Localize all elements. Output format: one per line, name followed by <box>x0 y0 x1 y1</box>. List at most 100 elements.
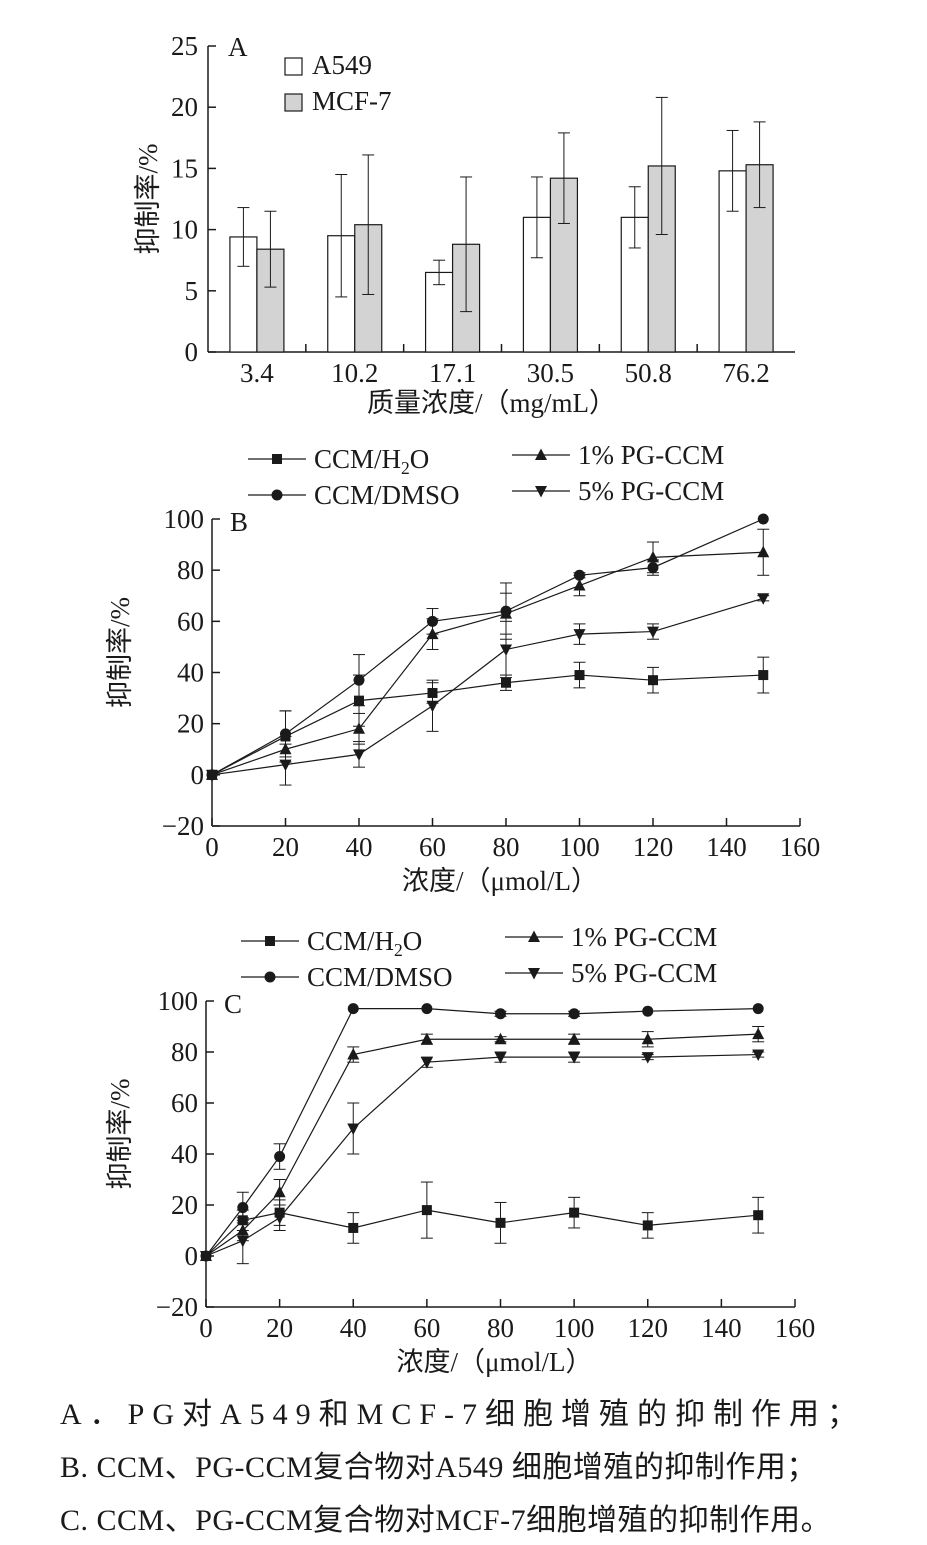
data-point-ccm-dmso <box>757 513 769 525</box>
x-axis-label: 质量浓度/（mg/mL） <box>367 388 616 418</box>
data-point-ccm-h2o <box>495 1217 506 1228</box>
legend-label: 5% PG-CCM <box>571 958 717 988</box>
y-axis-label: 抑制率/% <box>105 597 135 708</box>
y-tick-label: −20 <box>156 1292 198 1322</box>
y-axis-label: 抑制率/% <box>133 144 163 255</box>
series-line-ccm-dmso <box>211 518 764 776</box>
data-point-ccm-h2o <box>753 1210 764 1221</box>
x-tick-label: 60 <box>419 832 446 862</box>
data-point-5-pg-ccm <box>353 749 365 761</box>
caption-c: C. CCM、PG-CCM复合物对MCF-7细胞增殖的抑制作用。 <box>60 1504 832 1537</box>
legend-label: CCM/H2O <box>314 444 429 478</box>
data-point-ccm-h2o <box>569 1207 580 1218</box>
x-tick-label: 0 <box>205 832 219 862</box>
legend-marker <box>535 486 547 498</box>
data-point-ccm-h2o <box>648 675 658 686</box>
x-axis-label: 浓度/（μmol/L） <box>397 1347 593 1377</box>
y-tick-label: 100 <box>158 986 199 1016</box>
x-tick-label: 30.5 <box>527 358 574 388</box>
data-point-1-pg-ccm <box>647 550 659 563</box>
x-tick-label: 140 <box>706 832 747 862</box>
y-tick-label: 20 <box>177 709 204 739</box>
data-point-5-pg-ccm <box>200 1251 212 1263</box>
data-point-1-pg-ccm <box>500 607 512 619</box>
data-point-5-pg-ccm <box>752 1049 765 1062</box>
legend-marker <box>272 454 282 464</box>
y-tick-label: 60 <box>177 606 204 636</box>
x-tick-label: 40 <box>340 1313 367 1343</box>
panel-label: B <box>230 507 248 537</box>
data-point-1-pg-ccm <box>273 1185 286 1198</box>
data-point-1-pg-ccm <box>494 1032 507 1045</box>
caption-b: B. CCM、PG-CCM复合物对A549 细胞增殖的抑制作用； <box>60 1451 817 1484</box>
legend-marker <box>265 936 275 946</box>
y-tick-label: 0 <box>185 1241 199 1271</box>
y-tick-label: 0 <box>191 760 205 790</box>
data-point-5-pg-ccm <box>279 759 292 772</box>
y-tick-label: 10 <box>171 215 198 245</box>
x-tick-label: 100 <box>554 1313 595 1343</box>
data-point-5-pg-ccm <box>426 700 439 713</box>
data-point-ccm-dmso <box>568 1008 580 1020</box>
data-point-ccm-h2o <box>574 670 585 681</box>
data-point-1-pg-ccm <box>353 722 365 734</box>
x-tick-label: 20 <box>272 832 299 862</box>
series-line-1-pg-ccm <box>211 551 764 776</box>
x-tick-label: 140 <box>701 1313 742 1343</box>
data-point-ccm-h2o <box>421 1205 432 1216</box>
legend-swatch <box>284 57 303 76</box>
series-line-5-pg-ccm <box>211 597 764 776</box>
data-point-5-pg-ccm <box>420 1057 433 1069</box>
x-tick-label: 10.2 <box>331 358 378 388</box>
data-point-ccm-dmso <box>752 1003 764 1015</box>
legend-marker <box>264 971 276 983</box>
legend-label: MCF-7 <box>312 86 392 116</box>
legend-label: 1% PG-CCM <box>578 440 724 470</box>
series-line-5-pg-ccm <box>205 1053 759 1257</box>
legend-label: CCM/DMSO <box>314 480 460 510</box>
data-point-ccm-dmso <box>495 1008 506 1020</box>
x-tick-label: 0 <box>199 1313 213 1343</box>
data-point-5-pg-ccm <box>236 1235 249 1248</box>
data-point-1-pg-ccm <box>347 1048 360 1060</box>
series-line-ccm-h2o <box>205 1209 759 1257</box>
legend-label: 5% PG-CCM <box>578 476 724 506</box>
y-axis-label: 抑制率/% <box>105 1079 135 1190</box>
data-point-ccm-h2o <box>501 677 511 688</box>
y-tick-label: 60 <box>171 1088 198 1118</box>
x-tick-label: 120 <box>628 1313 669 1343</box>
data-point-1-pg-ccm <box>573 579 586 591</box>
data-point-5-pg-ccm <box>494 1052 507 1064</box>
x-tick-label: 60 <box>413 1313 440 1343</box>
series-line-ccm-dmso <box>205 1008 759 1257</box>
y-tick-label: 25 <box>171 31 198 61</box>
data-point-5-pg-ccm <box>647 626 659 639</box>
y-tick-label: 80 <box>177 555 204 585</box>
caption-a: A．PG对A549和MCF-7细胞增殖的抑制作用； <box>60 1398 866 1431</box>
panel-a-bar-chart: 0 5 10 15 20 25 3.4 10.2 17.1 30.5 50.8 76.2 A A549 MC… <box>133 31 795 418</box>
data-point-ccm-h2o <box>642 1220 653 1231</box>
panel-label: C <box>224 989 242 1019</box>
legend-label: CCM/DMSO <box>307 962 453 992</box>
data-point-1-pg-ccm <box>641 1032 654 1045</box>
legend-marker <box>528 968 540 980</box>
data-point-1-pg-ccm <box>420 1032 433 1045</box>
y-tick-label: 20 <box>171 92 198 122</box>
data-point-ccm-dmso <box>347 1003 359 1015</box>
y-tick-label: −20 <box>162 811 204 841</box>
data-point-5-pg-ccm <box>757 593 770 605</box>
legend-label: 1% PG-CCM <box>571 922 717 952</box>
x-tick-label: 120 <box>633 832 674 862</box>
y-tick-label: 5 <box>185 276 199 306</box>
y-tick-label: 40 <box>171 1139 198 1169</box>
data-point-ccm-h2o <box>348 1222 359 1233</box>
data-point-1-pg-ccm <box>757 545 770 558</box>
legend-marker <box>528 930 540 942</box>
legend-marker <box>535 448 547 460</box>
data-point-5-pg-ccm <box>573 629 586 641</box>
y-tick-label: 20 <box>171 1190 198 1220</box>
data-point-1-pg-ccm <box>426 627 439 640</box>
data-point-5-pg-ccm <box>347 1123 360 1135</box>
